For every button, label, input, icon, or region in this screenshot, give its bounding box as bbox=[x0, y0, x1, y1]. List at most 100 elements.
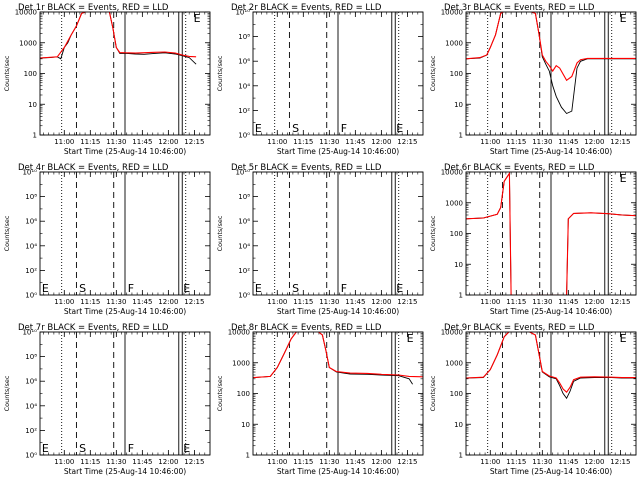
series-lld bbox=[466, 12, 636, 82]
x-tick-label: 12:15 bbox=[397, 458, 417, 466]
phase-label-f: F bbox=[341, 122, 347, 135]
series-events bbox=[40, 12, 197, 65]
x-tick-label: 12:15 bbox=[610, 298, 630, 306]
phase-label-e: E bbox=[255, 282, 262, 295]
x-tick-label: 11:00 bbox=[54, 458, 74, 466]
x-axis-label: Start Time (25-Aug-14 10:46:00) bbox=[277, 307, 399, 316]
panel-title: Det 6r BLACK = Events, RED = LLD bbox=[444, 163, 595, 173]
phase-label-e: E bbox=[42, 282, 49, 295]
x-tick-label: 11:30 bbox=[106, 298, 126, 306]
phase-label-e: E bbox=[620, 332, 627, 345]
y-axis-label: Counts/sec bbox=[429, 215, 437, 251]
y-tick-label: 10 bbox=[454, 101, 463, 109]
y-tick-label: 10000 bbox=[228, 329, 250, 337]
panel-det-9r: Det 9r BLACK = Events, RED = LLD Counts/s… bbox=[429, 323, 637, 476]
x-tick-label: 12:00 bbox=[584, 458, 604, 466]
y-tick-label: 10⁶ bbox=[238, 58, 250, 66]
x-tick-label: 11:30 bbox=[532, 458, 552, 466]
y-tick-label: 10⁸ bbox=[25, 193, 37, 201]
y-tick-label: 10² bbox=[238, 267, 250, 275]
phase-label-e: E bbox=[620, 172, 627, 185]
phase-label-s: S bbox=[292, 282, 299, 295]
panel-title: Det 9r BLACK = Events, RED = LLD bbox=[444, 323, 595, 333]
x-tick-label: 11:00 bbox=[480, 138, 500, 146]
y-tick-label: 10⁴ bbox=[25, 402, 37, 410]
y-tick-label: 10⁰ bbox=[25, 452, 37, 460]
phase-label-f: F bbox=[341, 282, 347, 295]
phase-label-e: E bbox=[42, 442, 49, 455]
y-tick-label: 10000 bbox=[441, 9, 463, 17]
phase-label-s: S bbox=[79, 282, 86, 295]
phase-label-e: E bbox=[407, 332, 414, 345]
y-tick-label: 10000 bbox=[15, 9, 37, 17]
y-tick-label: 1 bbox=[33, 132, 37, 140]
x-tick-label: 11:00 bbox=[267, 458, 287, 466]
y-tick-label: 100 bbox=[237, 390, 250, 398]
x-tick-label: 12:15 bbox=[184, 138, 204, 146]
x-tick-label: 12:15 bbox=[184, 298, 204, 306]
y-tick-label: 1000 bbox=[445, 199, 463, 207]
x-tick-label: 11:45 bbox=[345, 458, 365, 466]
panel-title: Det 7r BLACK = Events, RED = LLD bbox=[18, 323, 169, 333]
x-tick-label: 11:45 bbox=[558, 138, 578, 146]
panel-title: Det 8r BLACK = Events, RED = LLD bbox=[231, 323, 382, 333]
x-tick-label: 12:15 bbox=[610, 458, 630, 466]
plot-frame bbox=[252, 11, 424, 136]
plot-frame bbox=[465, 331, 637, 456]
x-axis-label: Start Time (25-Aug-14 10:46:00) bbox=[490, 467, 612, 476]
phase-label-e: E bbox=[183, 442, 190, 455]
x-tick-label: 12:00 bbox=[158, 458, 178, 466]
plot-frame bbox=[465, 11, 637, 136]
y-axis-label: Counts/sec bbox=[429, 55, 437, 91]
x-tick-label: 11:45 bbox=[558, 458, 578, 466]
x-tick-label: 11:15 bbox=[293, 458, 313, 466]
phase-label-s: S bbox=[79, 442, 86, 455]
y-tick-label: 100 bbox=[450, 390, 463, 398]
panel-det-6r: Det 6r BLACK = Events, RED = LLD Counts/s… bbox=[429, 163, 637, 316]
x-tick-label: 11:00 bbox=[54, 298, 74, 306]
series-lld bbox=[466, 332, 636, 394]
x-tick-label: 11:15 bbox=[80, 138, 100, 146]
y-tick-label: 10⁸ bbox=[238, 33, 250, 41]
x-tick-label: 11:15 bbox=[506, 298, 526, 306]
x-tick-label: 11:00 bbox=[267, 298, 287, 306]
y-tick-label: 1000 bbox=[445, 359, 463, 367]
panel-det-7r: Det 7r BLACK = Events, RED = LLD Counts/s… bbox=[3, 323, 211, 476]
y-tick-label: 1 bbox=[246, 452, 250, 460]
plot-frame bbox=[465, 171, 637, 296]
y-tick-label: 100 bbox=[450, 230, 463, 238]
plot-frame bbox=[252, 331, 424, 456]
x-axis-label: Start Time (25-Aug-14 10:46:00) bbox=[64, 307, 186, 316]
y-tick-label: 10 bbox=[454, 421, 463, 429]
x-tick-label: 12:15 bbox=[184, 458, 204, 466]
y-axis-label: Counts/sec bbox=[3, 215, 11, 251]
x-tick-label: 11:30 bbox=[319, 458, 339, 466]
x-tick-label: 11:15 bbox=[506, 138, 526, 146]
y-tick-label: 1000 bbox=[445, 39, 463, 47]
y-tick-label: 10¹⁰ bbox=[235, 9, 250, 17]
x-tick-label: 11:30 bbox=[532, 138, 552, 146]
x-tick-label: 12:00 bbox=[371, 298, 391, 306]
x-tick-label: 12:00 bbox=[158, 138, 178, 146]
panel-det-4r: Det 4r BLACK = Events, RED = LLD Counts/s… bbox=[3, 163, 211, 316]
phase-label-e: E bbox=[183, 282, 190, 295]
x-tick-label: 11:45 bbox=[345, 138, 365, 146]
series-lld bbox=[466, 172, 636, 295]
y-tick-label: 1 bbox=[459, 292, 463, 300]
x-tick-label: 11:30 bbox=[319, 138, 339, 146]
x-tick-label: 11:00 bbox=[480, 298, 500, 306]
series-lld bbox=[253, 332, 423, 379]
y-tick-label: 1 bbox=[459, 452, 463, 460]
x-tick-label: 11:30 bbox=[106, 458, 126, 466]
x-tick-label: 11:00 bbox=[267, 138, 287, 146]
x-tick-label: 11:15 bbox=[80, 458, 100, 466]
y-tick-label: 1000 bbox=[232, 359, 250, 367]
y-tick-label: 10000 bbox=[441, 329, 463, 337]
panel-det-3r: Det 3r BLACK = Events, RED = LLD Counts/s… bbox=[429, 3, 637, 156]
y-tick-label: 100 bbox=[450, 70, 463, 78]
panel-title: Det 3r BLACK = Events, RED = LLD bbox=[444, 3, 595, 13]
y-axis-label: Counts/sec bbox=[3, 55, 11, 91]
plot-frame bbox=[39, 331, 211, 456]
y-tick-label: 10⁴ bbox=[25, 242, 37, 250]
x-tick-label: 11:45 bbox=[345, 298, 365, 306]
